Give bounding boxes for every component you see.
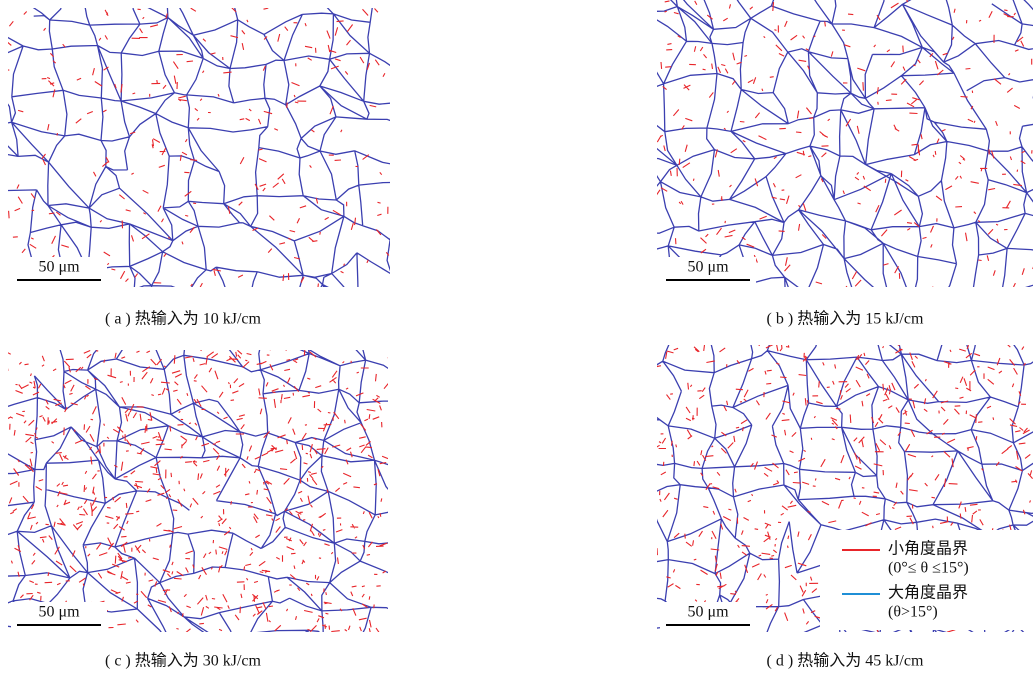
micrograph-panel: 50 μm <box>0 321 443 674</box>
micrograph: 50 μm <box>0 321 443 674</box>
legend-range: (θ>15°) <box>888 604 938 621</box>
micrograph-bg <box>8 350 388 632</box>
panel-caption: ( d ) 热输入为 45 kJ/cm <box>767 652 924 670</box>
panel-caption: ( a ) 热输入为 10 kJ/cm <box>105 310 262 328</box>
legend-range: (0°≤ θ ≤15°) <box>888 560 969 577</box>
scale-bar-label: 50 μm <box>687 259 729 276</box>
panel-caption: ( c ) 热输入为 30 kJ/cm <box>105 652 262 670</box>
legend-label: 小角度晶界 <box>888 540 968 558</box>
micrograph-panel: 50 μm <box>628 0 1033 337</box>
scale-bar-label: 50 μm <box>687 604 729 621</box>
scale-bar-label: 50 μm <box>38 259 80 276</box>
legend-label: 大角度晶界 <box>888 584 968 602</box>
scale-bar-label: 50 μm <box>38 604 80 621</box>
micrograph: 50 μm <box>628 0 1033 337</box>
figure: 50 μm ( a ) 热输入为 10 kJ/cm 50 μm ( b ) 热输入为 … <box>0 0 1033 674</box>
micrograph: 50 μm <box>0 0 444 345</box>
panel-caption: ( b ) 热输入为 15 kJ/cm <box>767 310 924 328</box>
micrograph-panel: 50 μm <box>0 0 444 345</box>
legend: 小角度晶界 (0°≤ θ ≤15°) 大角度晶界 (θ>15°) <box>820 530 1033 630</box>
